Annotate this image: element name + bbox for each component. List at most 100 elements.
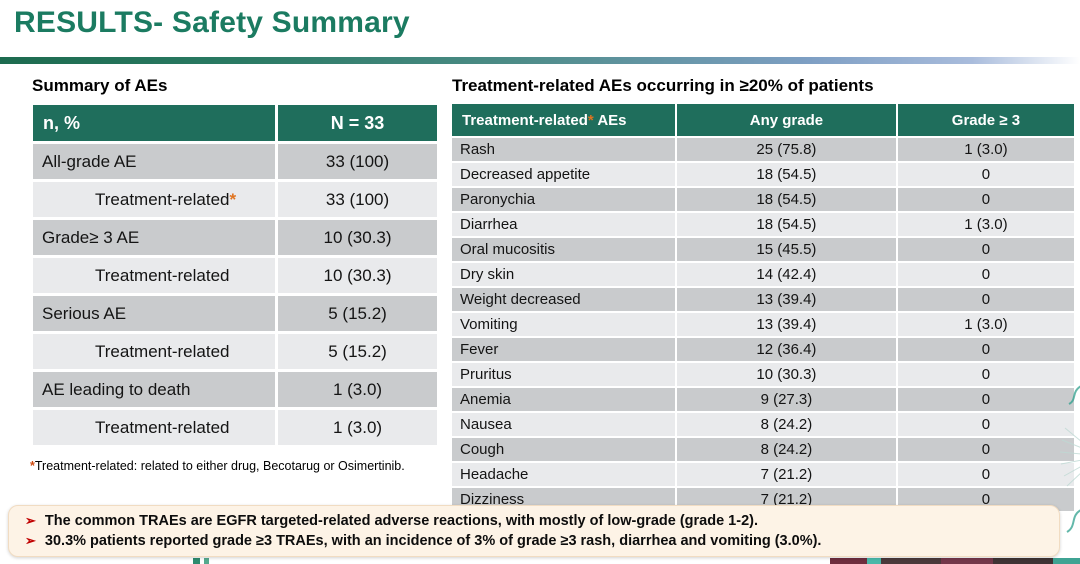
trae-name-cell: Fever <box>452 338 676 361</box>
summary-table-row: Treatment-related 10 (30.3) <box>33 258 437 293</box>
artwork-fragment <box>941 558 993 564</box>
ae-count-cell: 1 (3.0) <box>278 410 437 445</box>
trae-name-cell: Decreased appetite <box>452 163 676 186</box>
trae-header-row: Treatment-related* AEs Any grade Grade ≥… <box>452 104 1074 136</box>
trae-name-cell: Vomiting <box>452 313 676 336</box>
title-divider <box>0 57 1080 64</box>
trae-table-row: Headache 7 (21.2) 0 <box>452 463 1074 486</box>
artwork-fragment <box>881 558 941 564</box>
summary-header-n-pct: n, % <box>33 105 276 141</box>
asterisk: * <box>229 189 237 209</box>
artwork-fragment <box>1053 558 1080 564</box>
any-grade-cell: 18 (54.5) <box>677 213 896 236</box>
any-grade-cell: 8 (24.2) <box>677 413 896 436</box>
key-finding-item: ➢ The common TRAEs are EGFR targeted-rela… <box>25 511 1043 531</box>
trae-table-row: Decreased appetite 18 (54.5) 0 <box>452 163 1074 186</box>
footnote-asterisk: * <box>30 459 35 473</box>
trae-panel: Treatment-related AEs occurring in ≥20% … <box>450 76 1076 513</box>
bullet-arrow-icon: ➢ <box>25 513 36 528</box>
trae-name-cell: Oral mucositis <box>452 238 676 261</box>
ae-count-cell: 5 (15.2) <box>278 296 437 331</box>
summary-table-row: Serious AE 5 (15.2) <box>33 296 437 331</box>
left-table-caption: Summary of AEs <box>32 76 168 95</box>
trae-table-row: Vomiting 13 (39.4) 1 (3.0) <box>452 313 1074 336</box>
trae-name-cell: Paronychia <box>452 188 676 211</box>
any-grade-cell: 25 (75.8) <box>677 138 896 161</box>
grade3-cell: 0 <box>897 413 1074 436</box>
summary-table-row: AE leading to death 1 (3.0) <box>33 372 437 407</box>
grade3-cell: 1 (3.0) <box>897 138 1074 161</box>
trae-table-row: Dry skin 14 (42.4) 0 <box>452 263 1074 286</box>
grade3-cell: 0 <box>897 288 1074 311</box>
grade3-cell: 0 <box>897 188 1074 211</box>
trae-table-row: Oral mucositis 15 (45.5) 0 <box>452 238 1074 261</box>
any-grade-cell: 18 (54.5) <box>677 163 896 186</box>
any-grade-cell: 13 (39.4) <box>677 313 896 336</box>
summary-header-n33: N = 33 <box>278 105 437 141</box>
grade3-cell: 1 (3.0) <box>897 313 1074 336</box>
summary-table-row: Treatment-related 5 (15.2) <box>33 334 437 369</box>
trae-header-grade3: Grade ≥ 3 <box>897 104 1074 136</box>
trae-table-row: Paronychia 18 (54.5) 0 <box>452 188 1074 211</box>
bottom-artwork-strip <box>0 558 1080 564</box>
grade3-cell: 0 <box>897 338 1074 361</box>
page-title: RESULTS- Safety Summary <box>14 6 410 39</box>
treatment-related-footnote: *Treatment-related: related to either dr… <box>30 459 440 473</box>
key-finding-text: The common TRAEs are EGFR targeted-relat… <box>44 513 758 529</box>
grade3-cell: 0 <box>897 388 1074 411</box>
ae-count-cell: 5 (15.2) <box>278 334 437 369</box>
artwork-fragment <box>193 558 200 564</box>
trae-table-row: Fever 12 (36.4) 0 <box>452 338 1074 361</box>
ae-category-cell: Treatment-related <box>33 258 276 293</box>
trae-name-cell: Weight decreased <box>452 288 676 311</box>
trae-name-cell: Rash <box>452 138 676 161</box>
ae-count-cell: 10 (30.3) <box>278 258 437 293</box>
header-asterisk: * <box>587 111 594 129</box>
any-grade-cell: 14 (42.4) <box>677 263 896 286</box>
key-findings-list: ➢ The common TRAEs are EGFR targeted-rela… <box>25 511 1043 551</box>
summary-table-row: Treatment-related 1 (3.0) <box>33 410 437 445</box>
summary-table-row: Treatment-related* 33 (100) <box>33 182 437 217</box>
trae-table-row: Diarrhea 18 (54.5) 1 (3.0) <box>452 213 1074 236</box>
right-table-caption: Treatment-related AEs occurring in ≥20% … <box>452 76 874 95</box>
ae-category-cell: Serious AE <box>33 296 276 331</box>
ae-count-cell: 33 (100) <box>278 144 437 179</box>
grade3-cell: 0 <box>897 263 1074 286</box>
trae-header-name: Treatment-related* AEs <box>452 104 676 136</box>
trae-table: Treatment-related* AEs Any grade Grade ≥… <box>450 102 1076 513</box>
ae-category-cell: Grade≥ 3 AE <box>33 220 276 255</box>
trae-name-cell: Pruritus <box>452 363 676 386</box>
trae-name-cell: Dry skin <box>452 263 676 286</box>
trae-table-row: Anemia 9 (27.3) 0 <box>452 388 1074 411</box>
trae-header-any-grade: Any grade <box>677 104 896 136</box>
ae-category-cell: All-grade AE <box>33 144 276 179</box>
grade3-cell: 0 <box>897 163 1074 186</box>
any-grade-cell: 9 (27.3) <box>677 388 896 411</box>
trae-table-row: Cough 8 (24.2) 0 <box>452 438 1074 461</box>
ae-category-cell: Treatment-related <box>33 410 276 445</box>
any-grade-cell: 10 (30.3) <box>677 363 896 386</box>
ae-count-cell: 1 (3.0) <box>278 372 437 407</box>
grade3-cell: 0 <box>897 363 1074 386</box>
ae-count-cell: 33 (100) <box>278 182 437 217</box>
any-grade-cell: 8 (24.2) <box>677 438 896 461</box>
any-grade-cell: 15 (45.5) <box>677 238 896 261</box>
grade3-cell: 0 <box>897 238 1074 261</box>
trae-name-cell: Headache <box>452 463 676 486</box>
ae-category-cell: Treatment-related* <box>33 182 276 217</box>
any-grade-cell: 12 (36.4) <box>677 338 896 361</box>
key-finding-text: 30.3% patients reported grade ≥3 TRAEs, … <box>44 533 822 549</box>
ae-category-cell: Treatment-related <box>33 334 276 369</box>
trae-name-cell: Anemia <box>452 388 676 411</box>
trae-name-cell: Diarrhea <box>452 213 676 236</box>
artwork-fragment <box>867 558 881 564</box>
trae-name-cell: Cough <box>452 438 676 461</box>
artwork-fragment <box>830 558 867 564</box>
ae-count-cell: 10 (30.3) <box>278 220 437 255</box>
trae-name-cell: Nausea <box>452 413 676 436</box>
grade3-cell: 0 <box>897 438 1074 461</box>
footnote-text: Treatment-related: related to either dru… <box>34 459 405 473</box>
grade3-cell: 0 <box>897 463 1074 486</box>
trae-table-row: Pruritus 10 (30.3) 0 <box>452 363 1074 386</box>
